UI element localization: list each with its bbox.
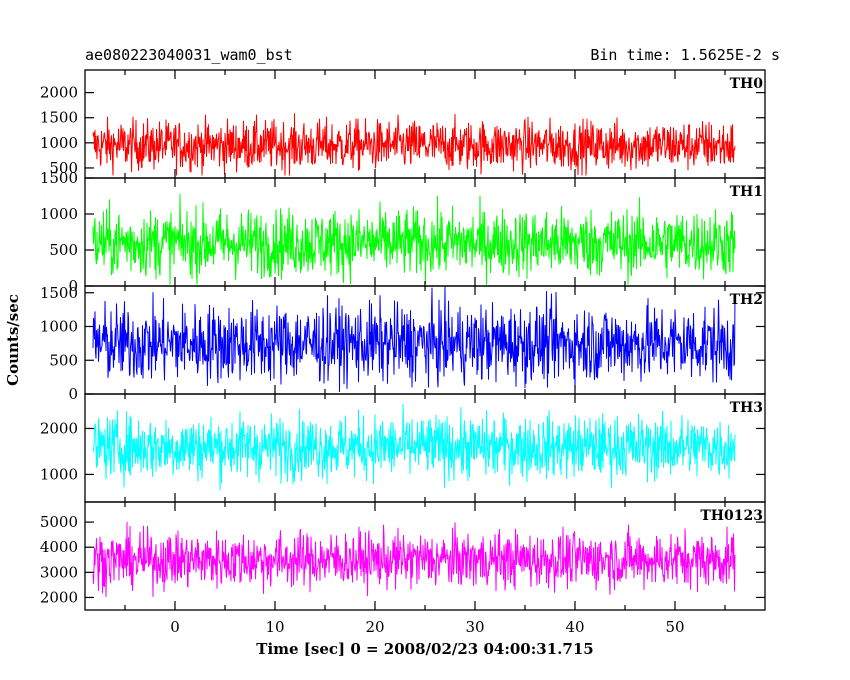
panel-frame bbox=[84, 69, 766, 179]
series-th1 bbox=[92, 193, 736, 285]
panel-label: TH0123 bbox=[700, 508, 763, 524]
panel-th0123: 2000 3000 4000 5000 TH0123 bbox=[40, 501, 766, 611]
y-tick-label: 0 bbox=[68, 277, 78, 295]
y-tick-label: 500 bbox=[49, 159, 78, 177]
x-tick-label: 20 bbox=[365, 618, 384, 636]
y-tick-label: 3000 bbox=[40, 563, 78, 581]
x-tick-label: 10 bbox=[265, 618, 284, 636]
series-th2 bbox=[92, 286, 736, 393]
plot-title: ae080223040031_wam0_bst bbox=[85, 46, 293, 64]
series-th0123 bbox=[92, 521, 736, 598]
y-tick-label: 500 bbox=[49, 351, 78, 369]
x-axis-label: Time [sec] 0 = 2008/02/23 04:00:31.715 bbox=[256, 640, 593, 658]
panel-th0: 500 1000 1500 2000 TH0 bbox=[40, 69, 766, 179]
y-tick-label: 2000 bbox=[40, 588, 78, 606]
y-tick-label: 1000 bbox=[40, 318, 78, 336]
y-axis-label: Counts/sec bbox=[4, 294, 22, 386]
panel-label: TH2 bbox=[730, 292, 763, 308]
y-tick-label: 1500 bbox=[40, 169, 78, 187]
x-tick-label: 0 bbox=[170, 618, 180, 636]
y-tick-label: 4000 bbox=[40, 538, 78, 556]
panel-label: TH3 bbox=[730, 400, 763, 416]
y-tick-label: 1500 bbox=[40, 109, 78, 127]
y-tick-label: 5000 bbox=[40, 513, 78, 531]
y-tick-label: 2000 bbox=[40, 84, 78, 102]
y-tick-label: 1000 bbox=[40, 134, 78, 152]
bin-time-label: Bin time: 1.5625E-2 s bbox=[590, 46, 780, 64]
y-tick-label: 1500 bbox=[40, 284, 78, 302]
series-th3 bbox=[92, 403, 736, 491]
panel-label: TH0 bbox=[730, 76, 764, 92]
x-tick-label: 50 bbox=[665, 618, 684, 636]
y-tick-label: 2000 bbox=[40, 419, 78, 437]
series-th0 bbox=[92, 113, 736, 176]
y-tick-label: 1000 bbox=[40, 205, 78, 223]
panel-th1: 0 500 1000 1500 TH1 bbox=[40, 169, 766, 295]
panel-th2: 0 500 1000 1500 TH2 bbox=[40, 284, 766, 403]
panel-th3: 1000 2000 TH3 bbox=[40, 393, 766, 503]
y-tick-label: 0 bbox=[68, 385, 78, 403]
y-tick-label: 1000 bbox=[40, 465, 78, 483]
x-tick-label: 40 bbox=[565, 618, 584, 636]
x-tick-label: 30 bbox=[465, 618, 484, 636]
y-tick-label: 500 bbox=[49, 241, 78, 259]
panel-label: TH1 bbox=[730, 184, 763, 200]
